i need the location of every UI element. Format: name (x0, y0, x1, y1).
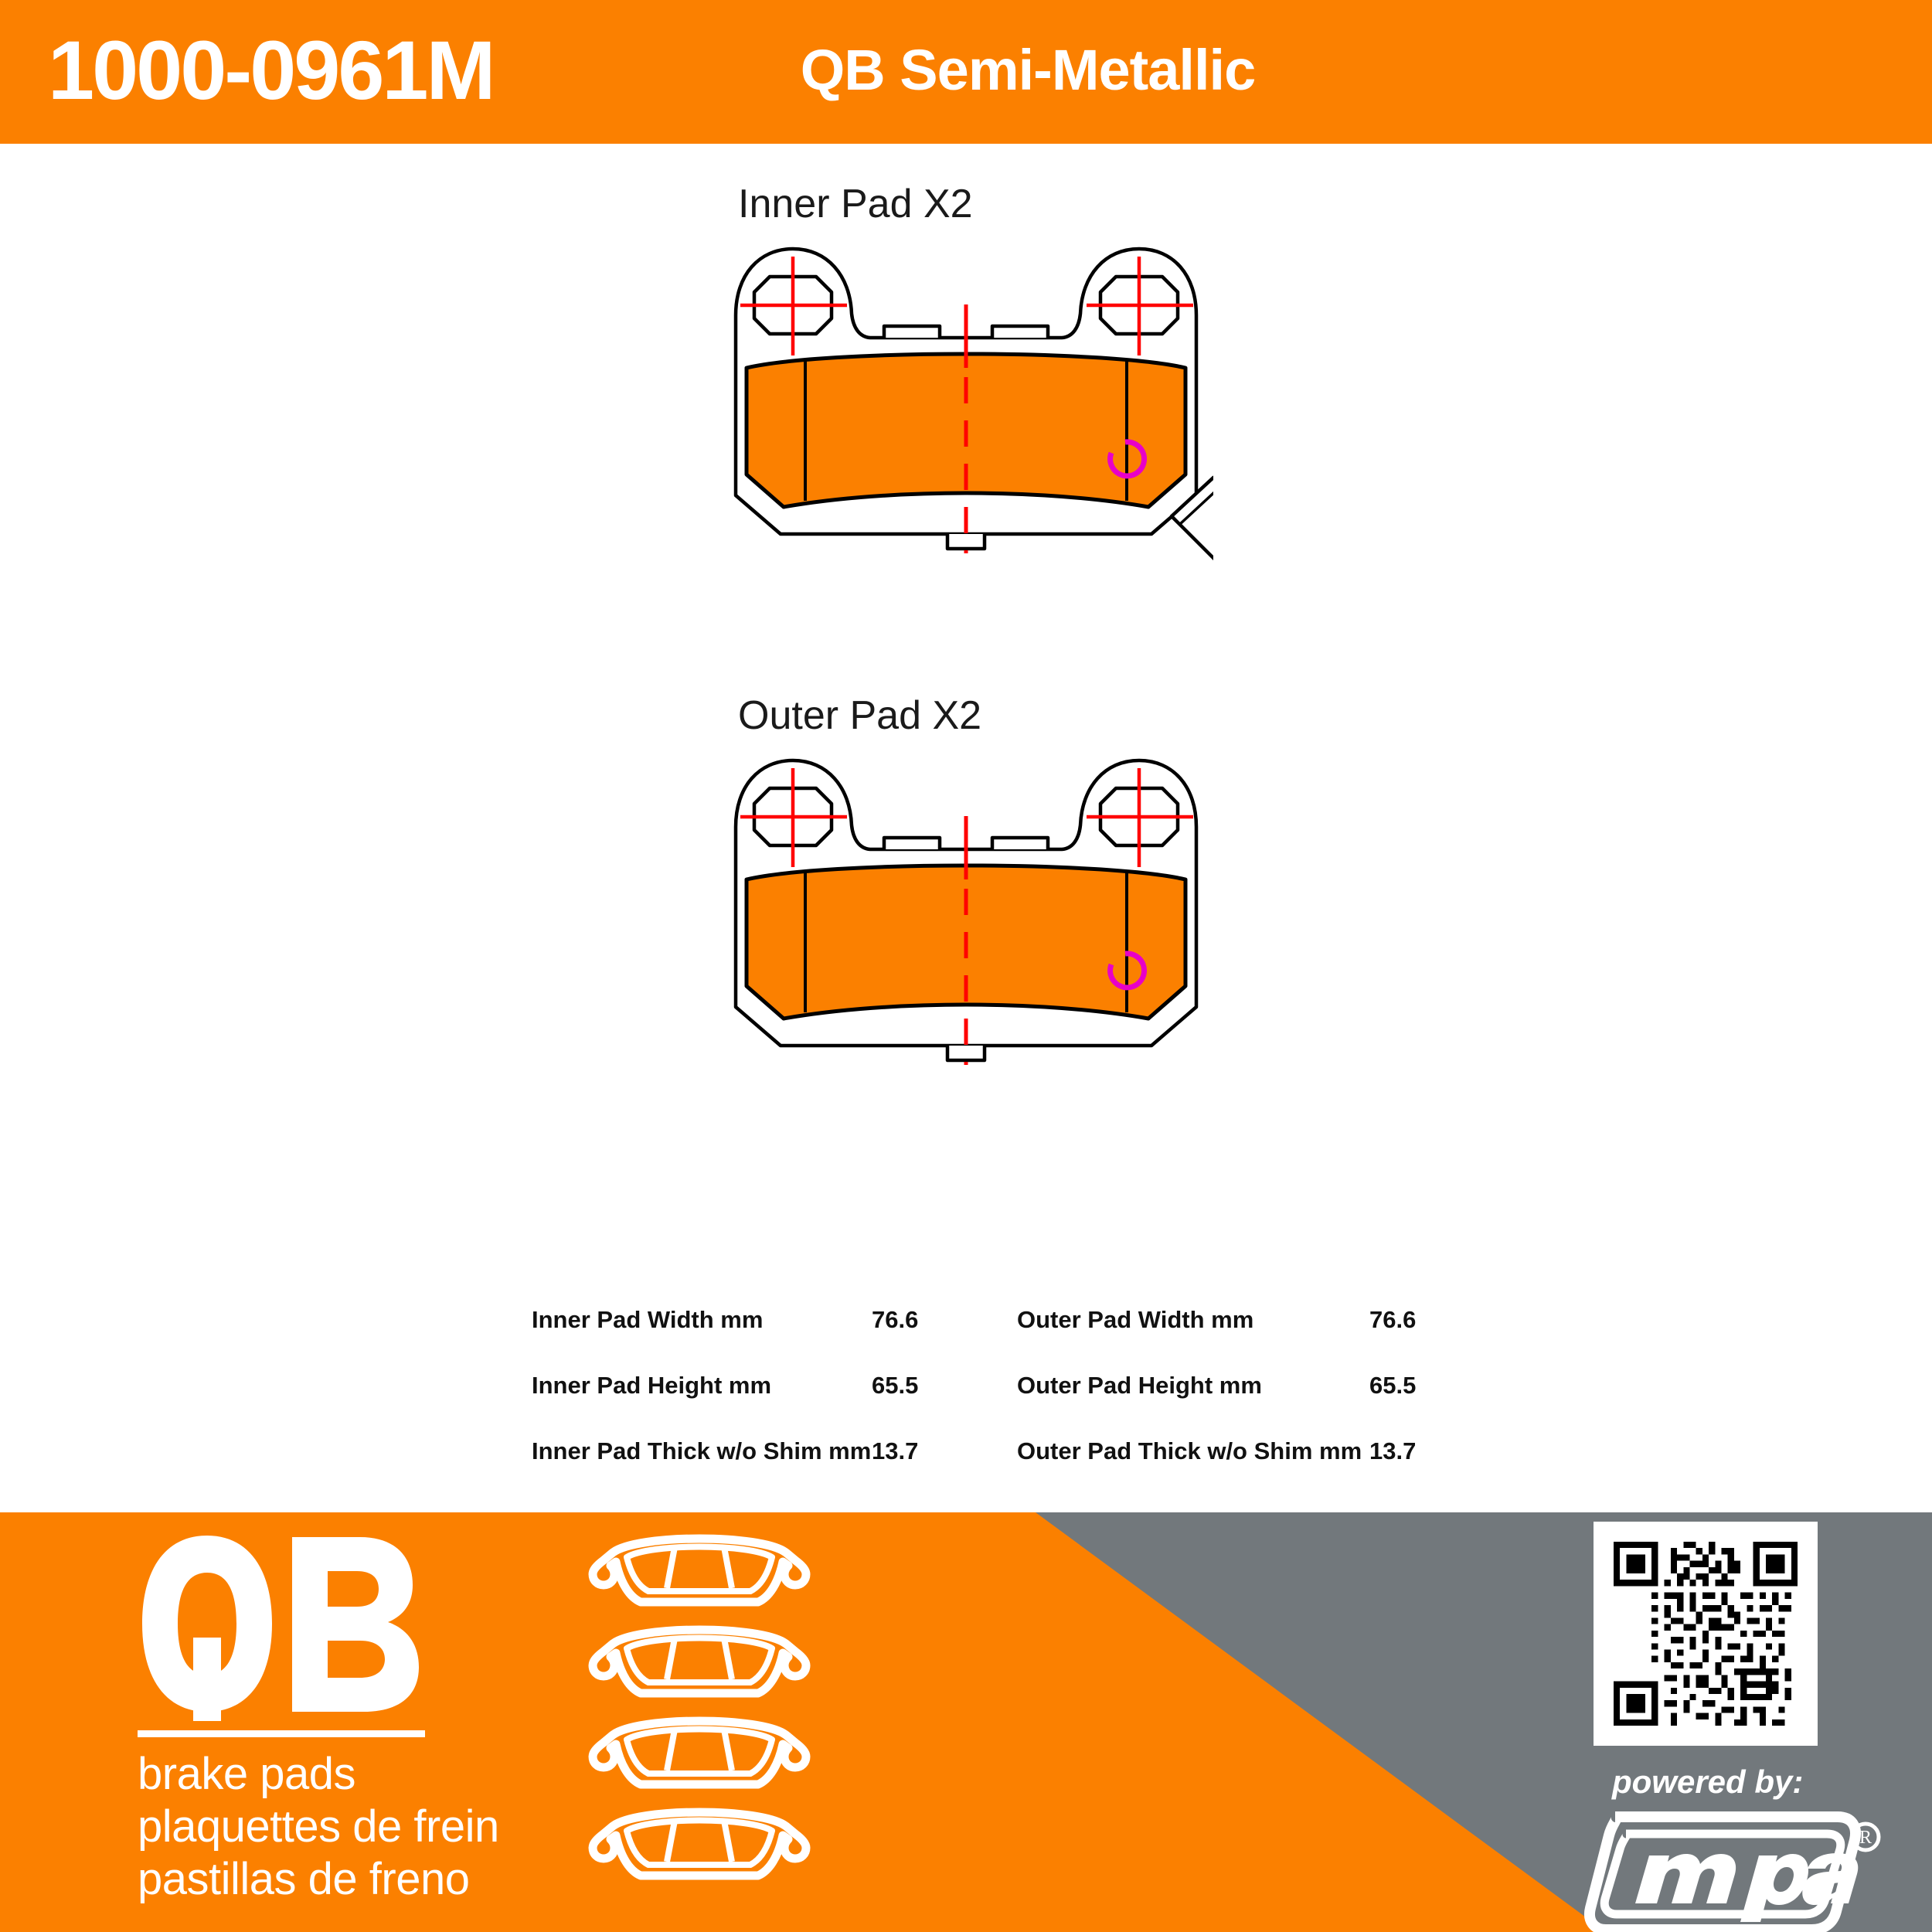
header-bar: 1000-0961M QB Semi-Metallic (0, 0, 1932, 144)
part-number-title: 1000-0961M (48, 23, 495, 117)
qb-brand-block: brake pads plaquettes de frein pastillas… (136, 1529, 499, 1906)
spec-value: 13.7 (1369, 1437, 1417, 1464)
spec-row: Inner Pad Height mm 65.5 Outer Pad Heigh… (0, 1372, 1932, 1417)
powered-by-label: powered by: (1612, 1764, 1804, 1800)
spec-label: Outer Pad Thick w/o Shim mm (1017, 1437, 1362, 1464)
qb-divider-rule (138, 1730, 425, 1737)
brake-pad-icon-strip (583, 1526, 815, 1920)
mpa-logo-icon: R (1584, 1811, 1881, 1932)
qr-code-card[interactable] (1594, 1522, 1818, 1746)
specification-table: Inner Pad Width mm 76.6 Outer Pad Width … (0, 1306, 1932, 1499)
qr-code-icon[interactable] (1614, 1542, 1798, 1726)
spec-row: Inner Pad Width mm 76.6 Outer Pad Width … (0, 1306, 1932, 1351)
spec-value: 65.5 (1369, 1372, 1417, 1399)
inner-pad-caption: Inner Pad X2 (738, 182, 973, 226)
spec-label: Outer Pad Height mm (1017, 1372, 1262, 1399)
tagline-french: plaquettes de frein (138, 1801, 499, 1852)
outer-pad-caption: Outer Pad X2 (738, 693, 982, 738)
registered-trademark-icon: R (1850, 1821, 1881, 1852)
spec-value: 76.6 (1369, 1306, 1417, 1333)
tagline-english: brake pads (138, 1749, 355, 1799)
footer-banner: brake pads plaquettes de frein pastillas… (0, 1512, 1932, 1932)
reference-arc-marker (1107, 951, 1148, 991)
pad-diagram-area: Inner Pad X2 (0, 144, 1932, 1303)
spec-label: Outer Pad Width mm (1017, 1306, 1254, 1333)
spec-label: Inner Pad Width mm (532, 1306, 764, 1333)
spec-label: Inner Pad Thick w/o Shim mm (532, 1437, 872, 1464)
inner-pad-drawing (733, 247, 1213, 561)
outer-pad-drawing (733, 758, 1199, 1065)
tagline-spanish: pastillas de freno (138, 1854, 470, 1904)
product-line-title: QB Semi-Metallic (800, 38, 1257, 102)
spec-label: Inner Pad Height mm (532, 1372, 772, 1399)
spec-row: Inner Pad Thick w/o Shim mm 13.7 Outer P… (0, 1437, 1932, 1482)
reference-arc-marker (1107, 439, 1148, 479)
spec-value: 13.7 (872, 1437, 919, 1464)
svg-text:R: R (1859, 1828, 1872, 1848)
qb-logo-icon (142, 1536, 419, 1721)
spec-value: 65.5 (872, 1372, 919, 1399)
spec-value: 76.6 (872, 1306, 919, 1333)
